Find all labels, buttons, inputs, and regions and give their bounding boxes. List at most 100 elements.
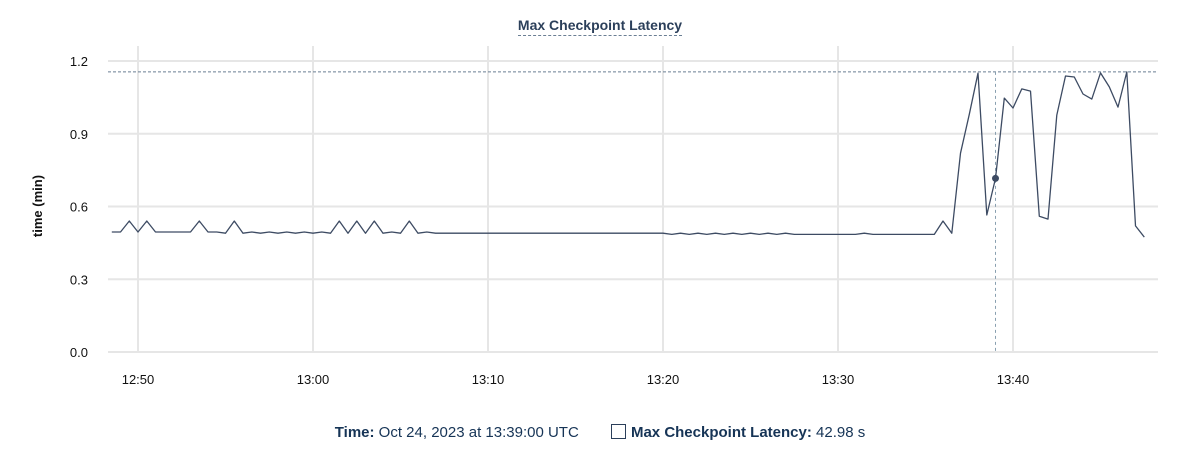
data-point [511, 230, 517, 236]
data-point [686, 231, 692, 237]
y-tick-label: 0.3 [70, 272, 88, 287]
data-point [1080, 91, 1086, 97]
data-point [301, 229, 307, 235]
data-point [678, 230, 684, 236]
data-point [266, 229, 272, 235]
data-point [345, 230, 351, 236]
data-point [660, 230, 666, 236]
data-point [634, 230, 640, 236]
data-point [494, 230, 500, 236]
series-checkbox[interactable] [610, 424, 626, 439]
data-point [188, 229, 194, 235]
data-point [109, 229, 115, 235]
data-point [476, 230, 482, 236]
data-point [406, 218, 412, 224]
data-point [966, 111, 972, 117]
x-tick-label: 13:40 [997, 372, 1030, 387]
data-point [765, 230, 771, 236]
data-point [1071, 74, 1077, 80]
y-tick-label: 0.6 [70, 200, 88, 215]
data-point [1089, 96, 1095, 102]
data-point [223, 230, 229, 236]
data-point [853, 231, 859, 237]
data-point [581, 230, 587, 236]
data-point [555, 230, 561, 236]
data-point [905, 231, 911, 237]
x-tick-label: 12:50 [122, 372, 155, 387]
data-point [126, 218, 132, 224]
data-point [538, 230, 544, 236]
data-point [1115, 104, 1121, 110]
x-tick-label: 13:30 [822, 372, 855, 387]
data-point [1001, 95, 1007, 101]
data-point [441, 230, 447, 236]
data-point [249, 229, 255, 235]
data-point [958, 150, 964, 156]
data-point [398, 230, 404, 236]
data-point [931, 231, 937, 237]
data-point [450, 230, 456, 236]
data-point [433, 230, 439, 236]
chart-title-wrap: Max Checkpoint Latency [0, 17, 1200, 36]
data-point [1028, 88, 1034, 94]
data-point [739, 231, 745, 237]
data-point [275, 230, 281, 236]
data-point [940, 218, 946, 224]
x-tick-label: 13:00 [297, 372, 330, 387]
data-point [284, 229, 290, 235]
data-point [616, 230, 622, 236]
series-value: 42.98 s [816, 424, 866, 441]
data-point [231, 218, 237, 224]
data-point [721, 231, 727, 237]
data-point [371, 218, 377, 224]
chart-title[interactable]: Max Checkpoint Latency [517, 17, 683, 36]
data-point [529, 230, 535, 236]
data-point [879, 231, 885, 237]
data-point [1054, 112, 1060, 118]
data-point [1019, 86, 1025, 92]
data-point [1063, 73, 1069, 79]
data-point [669, 231, 675, 237]
data-point [564, 230, 570, 236]
data-point [1010, 105, 1016, 111]
data-point [861, 230, 867, 236]
data-point [170, 229, 176, 235]
x-tick-label: 13:20 [647, 372, 680, 387]
data-point [503, 230, 509, 236]
data-point [896, 231, 902, 237]
data-point [196, 218, 202, 224]
data-point [791, 231, 797, 237]
data-point [354, 218, 360, 224]
data-point [870, 231, 876, 237]
data-point [651, 230, 657, 236]
y-tick-label: 0.0 [70, 345, 88, 360]
data-point [319, 229, 325, 235]
hover-point [992, 174, 999, 182]
data-point [625, 230, 631, 236]
data-point [923, 231, 929, 237]
data-point [573, 230, 579, 236]
data-point [336, 218, 342, 224]
data-point [144, 218, 150, 224]
data-point [179, 229, 185, 235]
data-point [783, 230, 789, 236]
data-point [1133, 223, 1139, 229]
data-point [835, 231, 841, 237]
data-point [1141, 234, 1147, 240]
data-point [153, 229, 159, 235]
data-point [118, 229, 124, 235]
data-point [1036, 213, 1042, 219]
data-point [380, 230, 386, 236]
data-point [258, 230, 264, 236]
data-point [424, 229, 430, 235]
data-point [599, 230, 605, 236]
data-point [756, 231, 762, 237]
data-point [844, 231, 850, 237]
y-tick-label: 0.9 [70, 127, 88, 142]
data-point [888, 231, 894, 237]
data-point [205, 229, 211, 235]
data-point [800, 231, 806, 237]
data-point [704, 231, 710, 237]
series-line [111, 71, 1145, 238]
